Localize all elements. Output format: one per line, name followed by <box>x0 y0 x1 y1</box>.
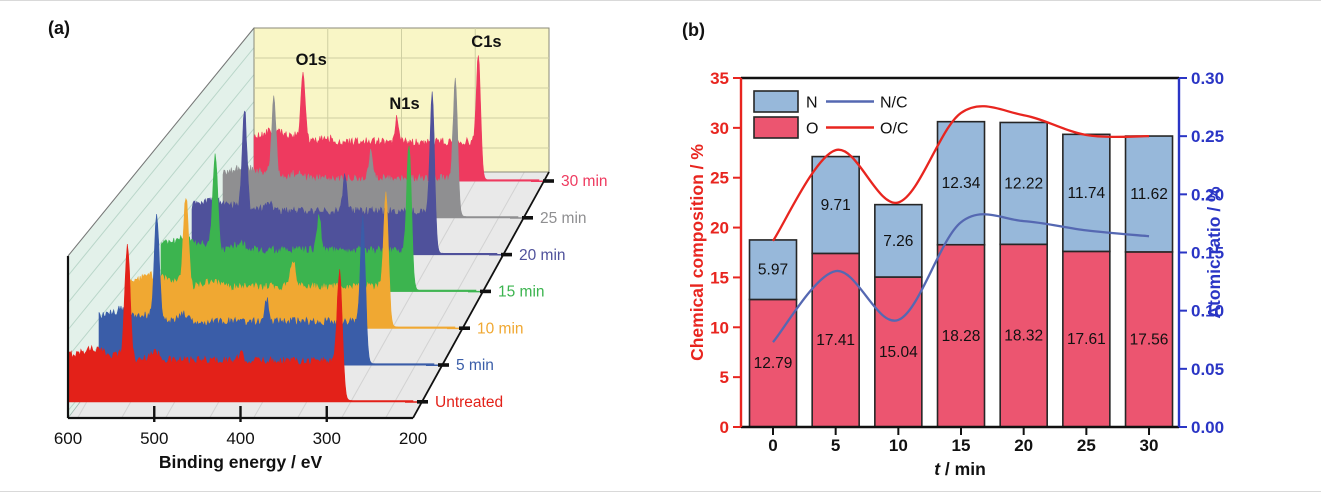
spectrum-20-min <box>191 91 498 256</box>
left-tick-label: 0 <box>720 418 729 437</box>
right-tick-label: 0.30 <box>1191 69 1224 88</box>
x-tick-label: 0 <box>768 436 777 455</box>
left-tick-label: 25 <box>710 169 729 188</box>
bar-o-30 <box>1124 251 1174 428</box>
x-tick-label: 200 <box>399 429 427 448</box>
x-tick-label: 5 <box>831 436 840 455</box>
spectrum-25-min <box>222 77 519 219</box>
legend-swatch-o <box>753 116 799 139</box>
right-tick-label: 0.05 <box>1191 360 1224 379</box>
page-top-rule <box>0 0 1321 1</box>
bar-n-20 <box>999 121 1048 246</box>
right-tick-label: 0.20 <box>1191 185 1224 204</box>
panel-b-chart: 12.79 5.97 17.41 9.71 15.04 7.26 18.28 12.34 18.… <box>687 69 1224 479</box>
legend-label-oc: O/C <box>880 121 908 138</box>
bar-o-value-25: 17.61 <box>1067 331 1106 348</box>
depth-axis-line <box>412 171 550 419</box>
peak-label-o1s: O1s <box>296 51 327 69</box>
series-tick <box>480 289 491 294</box>
panel-a: (a) Untreated 5 min 10 min 15 min 20 min 25 m… <box>0 0 660 492</box>
bar-n-10 <box>874 203 923 278</box>
series-tick <box>438 363 449 367</box>
bar-n-value-5: 9.71 <box>821 197 851 214</box>
bar-n-value-15: 12.34 <box>942 175 981 192</box>
x-tick-label: 25 <box>1077 436 1096 455</box>
panel-b: (b) 12.79 5.97 17.41 9.71 15.04 7.26 18.28 12.3… <box>660 0 1321 492</box>
panel-a-chart: Untreated 5 min 10 min 15 min 20 min 25 min 30… <box>54 26 608 472</box>
series-label-25-min: 25 min <box>540 210 587 227</box>
legend-label-o: O <box>806 121 818 138</box>
spectrum-15-min <box>160 145 477 292</box>
series-tick <box>543 179 554 183</box>
series-label-30-min: 30 min <box>561 173 608 190</box>
bar-o-value-10: 15.04 <box>879 344 918 361</box>
bar-n-15 <box>936 120 986 246</box>
x-tick-label: 400 <box>226 429 254 448</box>
x-axis-title: Binding energy / eV <box>159 452 323 472</box>
right-tick-label: 0.25 <box>1191 127 1224 146</box>
legend-swatch-n <box>753 90 799 113</box>
bar-n-value-30: 11.62 <box>1130 186 1168 203</box>
left-wall-top-edge <box>67 27 255 257</box>
series-tick <box>501 252 512 257</box>
series-label-20-min: 20 min <box>519 247 566 264</box>
spectrum-30-min <box>253 55 540 182</box>
left-tick-label: 15 <box>710 268 729 287</box>
series-tick <box>459 326 470 330</box>
x-tick-label: 600 <box>54 429 82 448</box>
left-axis-title: Chemical composition / % <box>687 144 707 361</box>
right-tick-label: 0.00 <box>1191 418 1224 437</box>
left-tick-label: 5 <box>720 368 729 387</box>
bar-n-value-0: 5.97 <box>758 262 788 279</box>
right-axis-title: Atomic ratio / % <box>1204 186 1224 319</box>
spectrum-untreated <box>67 243 414 403</box>
x-tick-label: 30 <box>1140 436 1159 455</box>
right-tick-label: 0.10 <box>1191 302 1224 321</box>
peak-label-n1s: N1s <box>389 95 419 113</box>
line-nc <box>772 213 1150 343</box>
spectrum-10-min <box>129 191 456 329</box>
panel-b-label: (b) <box>682 20 705 40</box>
panel-a-label: (a) <box>48 18 70 38</box>
left-tick-label: 20 <box>710 219 729 238</box>
bar-o-value-5: 17.41 <box>816 332 855 349</box>
x-axis-title: t / min <box>934 459 986 479</box>
left-tick-label: 30 <box>710 119 729 138</box>
bar-o-value-30: 17.56 <box>1130 331 1169 348</box>
bar-n-value-25: 11.74 <box>1068 185 1106 202</box>
spectrum-5-min <box>98 213 435 366</box>
series-label-untreated: Untreated <box>435 394 503 411</box>
bar-n-value-10: 7.26 <box>883 233 913 250</box>
left-tick-label: 35 <box>710 69 729 88</box>
bar-n-value-20: 12.22 <box>1004 175 1043 192</box>
series-label-10-min: 10 min <box>477 320 524 337</box>
bar-o-15 <box>936 243 986 428</box>
x-tick-label: 300 <box>313 429 341 448</box>
bar-o-value-0: 12.79 <box>754 355 793 372</box>
peak-label-c1s: C1s <box>471 33 501 51</box>
bar-o-value-20: 18.32 <box>1004 328 1043 345</box>
bar-o-value-15: 18.28 <box>942 328 981 345</box>
x-tick-label: 10 <box>889 436 908 455</box>
legend-label-n: N <box>806 95 818 112</box>
bar-n-5 <box>811 155 860 255</box>
series-label-5-min: 5 min <box>456 357 494 374</box>
bar-n-30 <box>1124 135 1174 253</box>
right-tick-label: 0.15 <box>1191 244 1224 263</box>
x-tick-label: 15 <box>952 436 971 455</box>
x-tick-label: 20 <box>1014 436 1033 455</box>
line-oc <box>772 105 1150 242</box>
legend-label-nc: N/C <box>880 95 908 112</box>
left-tick-label: 10 <box>710 318 729 337</box>
x-tick-label: 500 <box>140 429 168 448</box>
series-label-15-min: 15 min <box>498 284 545 301</box>
series-tick <box>522 216 533 220</box>
